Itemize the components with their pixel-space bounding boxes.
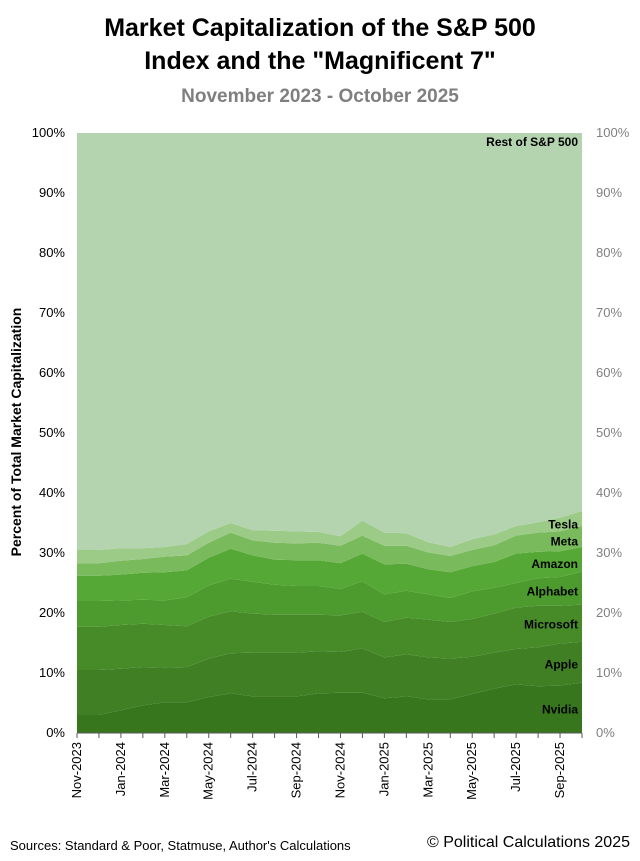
y-tick-label-right: 70% <box>596 305 622 320</box>
y-tick-label-right: 100% <box>596 125 630 140</box>
series-label-nvidia: Nvidia <box>542 702 578 716</box>
y-tick-label-right: 30% <box>596 545 622 560</box>
y-tick-label-right: 80% <box>596 245 622 260</box>
y-tick-label-left: 50% <box>39 425 65 440</box>
series-label-tesla: Tesla <box>548 518 578 532</box>
axes-group: 0% 0% 10% 10% 20% 20% 30% 30% 40% 40% 50% 50% 60% 60%… <box>32 125 630 800</box>
series-label-apple: Apple <box>545 658 579 672</box>
chart-subtitle: November 2023 - October 2025 <box>181 86 459 107</box>
area-nvidia <box>77 682 582 733</box>
x-tick-label: Nov-2024 <box>332 742 347 798</box>
area-rest-of-s-p-500 <box>77 133 582 550</box>
y-tick-label-right: 20% <box>596 605 622 620</box>
y-tick-label-right: 10% <box>596 665 622 680</box>
x-tick-label: Jan-2025 <box>376 742 391 796</box>
y-tick-label-left: 90% <box>39 185 65 200</box>
series-label-rest-of-s-p-500: Rest of S&P 500 <box>486 135 578 149</box>
y-tick-label-left: 20% <box>39 605 65 620</box>
area-amazon <box>77 547 582 601</box>
y-tick-label-right: 40% <box>596 485 622 500</box>
x-tick-label: Sep-2025 <box>552 742 567 798</box>
area-series-group <box>77 133 582 733</box>
series-label-amazon: Amazon <box>531 557 578 571</box>
series-label-microsoft: Microsoft <box>524 618 578 632</box>
chart-title-line-1: Market Capitalization of the S&P 500 <box>104 14 536 42</box>
area-meta <box>77 526 582 576</box>
y-tick-label-left: 10% <box>39 665 65 680</box>
chart-title-line-2: Index and the "Magnificent 7" <box>144 47 496 75</box>
y-tick-label-right: 90% <box>596 185 622 200</box>
x-tick-label: May-2024 <box>201 742 216 800</box>
x-tick-label: Jul-2024 <box>245 742 260 792</box>
x-tick-label: Mar-2025 <box>420 742 435 798</box>
x-tick-label: May-2025 <box>464 742 479 800</box>
y-tick-label-right: 50% <box>596 425 622 440</box>
y-tick-label-left: 100% <box>32 125 66 140</box>
sources-note: Sources: Standard & Poor, Statmuse, Auth… <box>10 838 351 853</box>
y-tick-label-left: 30% <box>39 545 65 560</box>
area-microsoft <box>77 604 582 670</box>
y-tick-label-left: 0% <box>46 725 65 740</box>
chart-title: Market Capitalization of the S&P 500 Ind… <box>0 12 640 78</box>
series-label-alphabet: Alphabet <box>527 584 578 598</box>
y-tick-label-right: 60% <box>596 365 622 380</box>
area-tesla <box>77 511 582 564</box>
area-alphabet <box>77 571 582 627</box>
x-tick-label: Sep-2024 <box>289 742 304 798</box>
series-label-group: Nvidia Apple Microsoft Alphabet Amazon Meta Te… <box>486 135 578 716</box>
copyright-note: © Political Calculations 2025 <box>426 834 630 851</box>
area-apple <box>77 641 582 715</box>
y-tick-label-left: 70% <box>39 305 65 320</box>
x-tick-label: Nov-2023 <box>69 742 84 798</box>
y-tick-label-left: 40% <box>39 485 65 500</box>
series-label-meta: Meta <box>551 534 579 548</box>
y-tick-label-left: 80% <box>39 245 65 260</box>
y-tick-label-left: 60% <box>39 365 65 380</box>
y-tick-label-right: 0% <box>596 725 615 740</box>
x-tick-label: Jan-2024 <box>113 742 128 796</box>
x-tick-label: Mar-2024 <box>157 742 172 798</box>
x-tick-label: Jul-2025 <box>508 742 523 792</box>
